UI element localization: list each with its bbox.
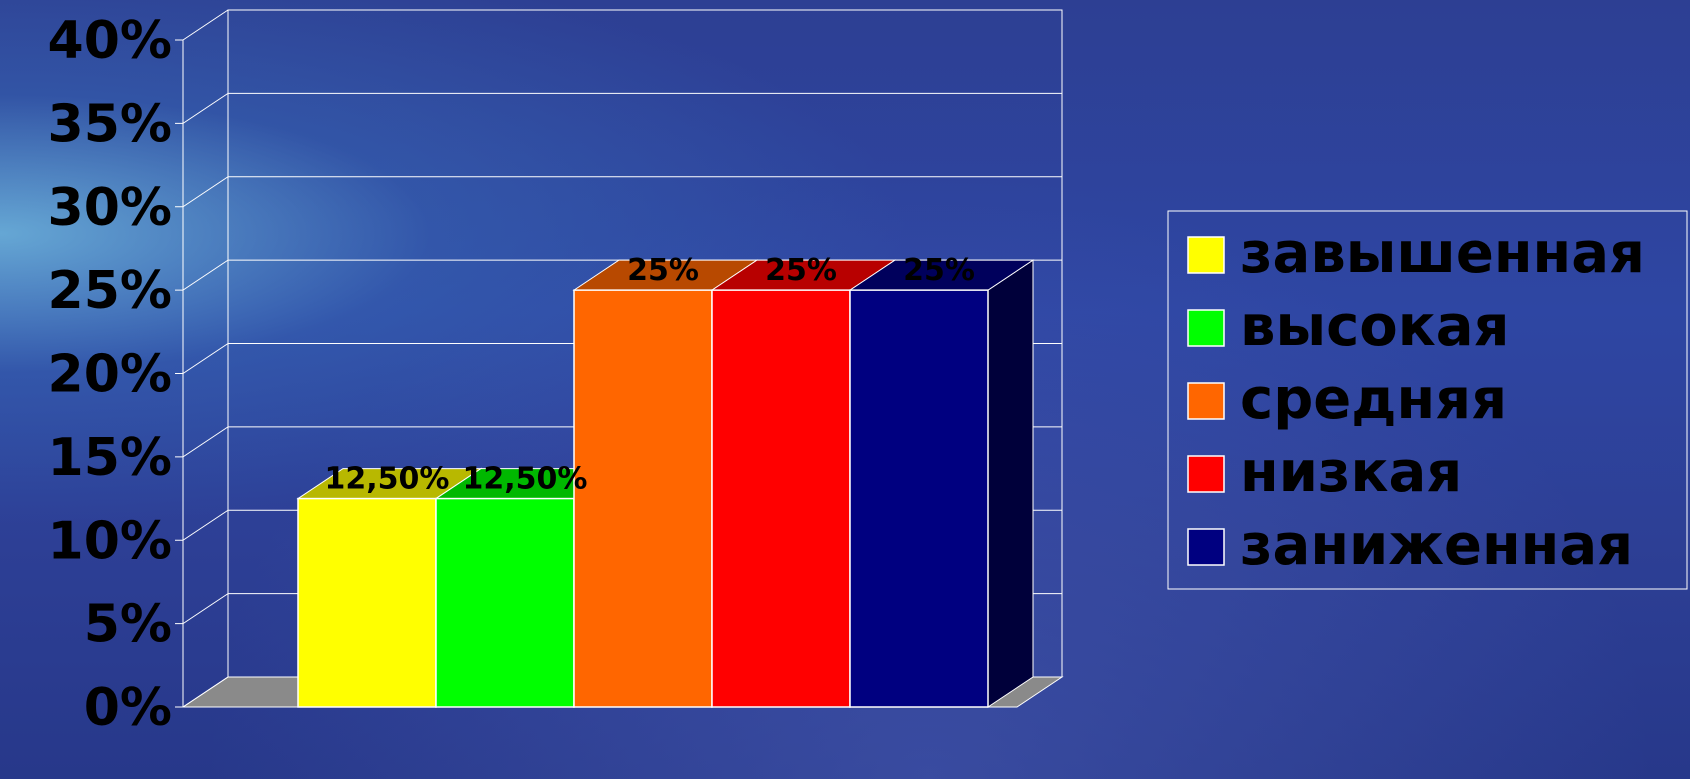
bar-front	[435, 497, 575, 708]
gridline-diagonal	[182, 259, 229, 291]
legend-box	[1167, 210, 1688, 590]
legend-swatch	[1187, 309, 1225, 347]
legend-swatch	[1187, 455, 1225, 493]
legend-label: заниженная	[1240, 513, 1633, 578]
legend: завышенная высокая средняя низкая заниженная	[1167, 210, 1688, 590]
gridline-diagonal	[182, 509, 229, 541]
gridline-diagonal	[182, 343, 229, 374]
y-tick-label: 30%	[48, 178, 172, 238]
y-tick-label: 25%	[48, 261, 172, 321]
gridline-diagonal	[182, 676, 229, 708]
legend-label: средняя	[1240, 367, 1507, 432]
y-tick-label: 0%	[84, 678, 172, 738]
legend-swatch	[1187, 382, 1225, 420]
gridline-diagonal	[182, 426, 229, 458]
legend-label: завышенная	[1240, 221, 1645, 286]
bar-front	[297, 497, 437, 708]
legend-swatch	[1187, 528, 1225, 566]
legend-item: заниженная	[1187, 513, 1633, 578]
legend-label: низкая	[1240, 440, 1462, 505]
legend-item: средняя	[1187, 367, 1507, 432]
gridline-diagonal	[182, 9, 229, 41]
data-label: 12,50%	[325, 462, 450, 497]
y-tick-label: 35%	[48, 94, 172, 154]
data-labels: 12,50% 12,50% 25% 25% 25%	[325, 253, 975, 496]
bar-side	[987, 259, 1034, 708]
legend-item: завышенная	[1187, 221, 1645, 286]
gridline-diagonal	[182, 593, 229, 625]
bar-front	[573, 289, 713, 708]
data-label: 25%	[765, 253, 837, 288]
gridline-diagonal	[182, 92, 229, 124]
data-label: 12,50%	[463, 462, 588, 497]
legend-label: высокая	[1240, 294, 1510, 359]
legend-swatch	[1187, 236, 1225, 274]
y-axis-tick-labels: 0% 5% 10% 15% 20% 25% 30% 35% 40%	[48, 11, 172, 738]
y-tick-label: 40%	[48, 11, 172, 71]
bar-5	[848, 259, 1035, 708]
y-tick-label: 5%	[84, 595, 172, 655]
gridline-diagonal	[182, 176, 229, 208]
bars	[296, 259, 1035, 708]
data-label: 25%	[627, 253, 699, 288]
data-label: 25%	[903, 253, 975, 288]
legend-item: высокая	[1187, 294, 1510, 359]
bar-front	[711, 289, 851, 708]
y-tick-label: 10%	[48, 511, 172, 571]
y-tick-label: 20%	[48, 345, 172, 405]
legend-item: низкая	[1187, 440, 1462, 505]
bar-front	[849, 289, 989, 708]
y-tick-label: 15%	[48, 428, 172, 488]
